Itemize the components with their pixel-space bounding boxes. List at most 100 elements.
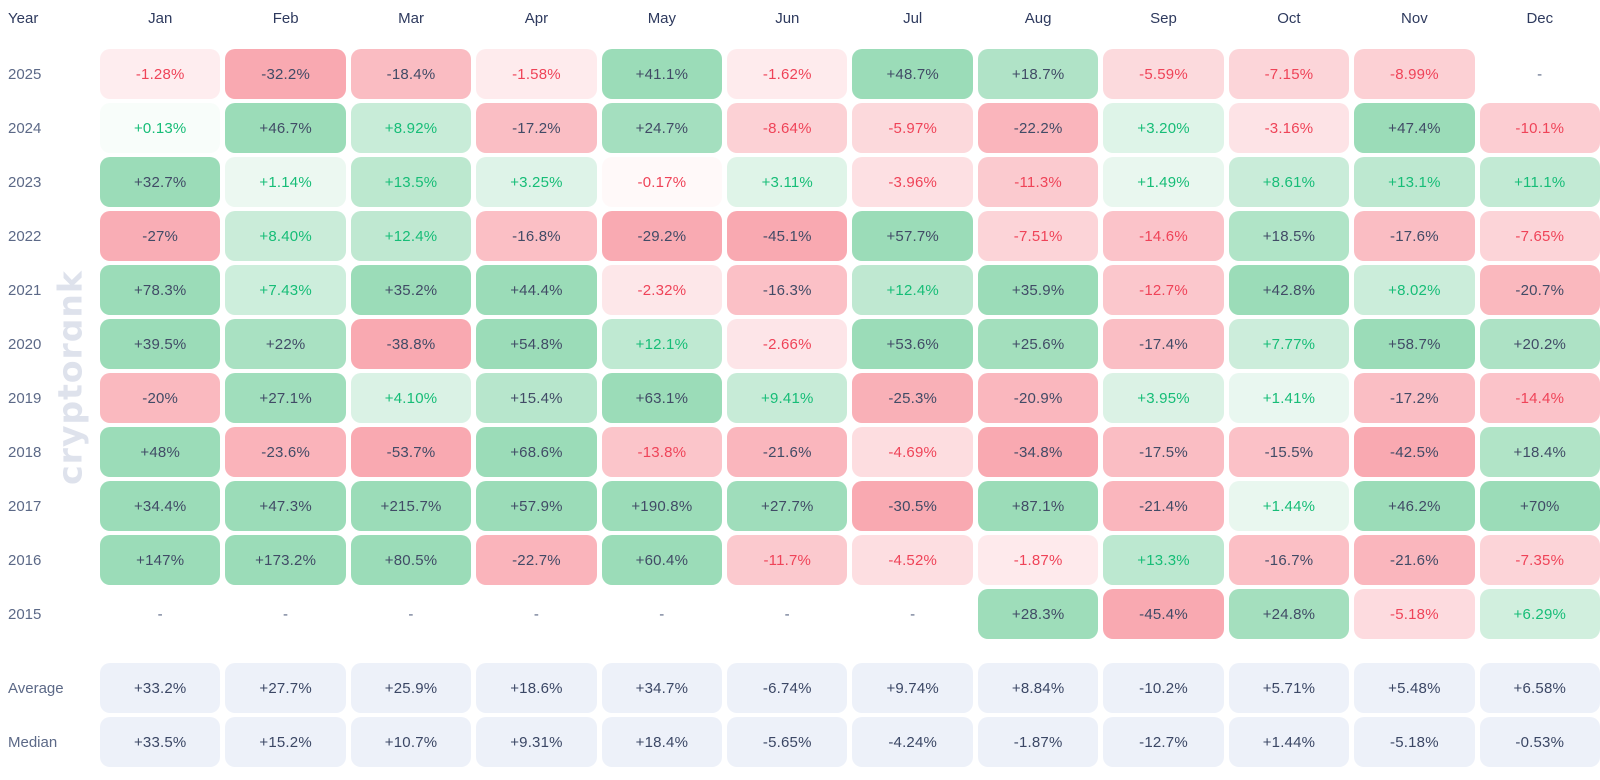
heatmap-cell-2022-may: -29.2%: [601, 211, 723, 261]
heatmap-cell-2023-mar: +13.5%: [350, 157, 472, 207]
heatmap-cell-2016-mar: +80.5%: [350, 535, 472, 585]
heatmap-cell-2018-aug: -34.8%: [977, 427, 1099, 477]
year-label: 2021: [8, 281, 42, 299]
year-row-2017: 2017 +34.4% +47.3% +215.7% +57.9% +190.8% +27.…: [0, 481, 1600, 531]
heatmap-cell-2022-aug: -7.51%: [977, 211, 1099, 261]
heatmap-cell-2015-aug: +28.3%: [977, 589, 1099, 639]
heatmap-cell-2023-nov: +13.1%: [1354, 157, 1475, 207]
heatmap-cell-2024-jun: -8.64%: [727, 103, 848, 153]
summary-cell-average-oct: +5.71%: [1228, 663, 1350, 713]
heatmap-cell-2025-sep: -5.59%: [1103, 49, 1224, 99]
heatmap-cell-2021-jul: +12.4%: [852, 265, 973, 315]
heatmap-cell-2021-sep: -12.7%: [1103, 265, 1224, 315]
summary-cell-median-oct: +1.44%: [1228, 717, 1350, 767]
column-header-nov: Nov: [1401, 9, 1428, 27]
heatmap-cell-2025-may: +41.1%: [601, 49, 723, 99]
heatmap-cell-2020-nov: +58.7%: [1354, 319, 1475, 369]
year-label: 2016: [8, 551, 42, 569]
year-label: 2019: [8, 389, 42, 407]
summary-cell-median-jul: -4.24%: [852, 717, 973, 767]
summary-label: Average: [8, 679, 64, 697]
year-label: 2023: [8, 173, 42, 191]
summary-cell-median-jan: +33.5%: [100, 717, 221, 767]
heatmap-cell-2015-sep: -45.4%: [1103, 589, 1224, 639]
heatmap-cell-2020-may: +12.1%: [601, 319, 723, 369]
year-label: 2017: [8, 497, 42, 515]
heatmap-cell-2022-feb: +8.40%: [225, 211, 346, 261]
column-header-jun: Jun: [775, 9, 800, 27]
heatmap-cell-2018-jul: -4.69%: [852, 427, 973, 477]
heatmap-cell-2017-feb: +47.3%: [225, 481, 346, 531]
heatmap-cell-2025-aug: +18.7%: [977, 49, 1099, 99]
heatmap-cell-2025-oct: -7.15%: [1228, 49, 1350, 99]
summary-cell-average-nov: +5.48%: [1354, 663, 1475, 713]
summary-cell-median-may: +18.4%: [601, 717, 723, 767]
heatmap-cell-2017-mar: +215.7%: [350, 481, 472, 531]
heatmap-cell-2015-jul: -: [910, 605, 916, 623]
column-header-may: May: [647, 9, 677, 27]
year-column-header: Year: [8, 9, 39, 27]
heatmap-cell-2022-nov: -17.6%: [1354, 211, 1475, 261]
heatmap-cell-2021-jun: -16.3%: [727, 265, 848, 315]
summary-cell-median-mar: +10.7%: [350, 717, 472, 767]
heatmap-cell-2021-dec: -20.7%: [1479, 265, 1600, 315]
heatmap-cell-2023-jan: +32.7%: [100, 157, 221, 207]
heatmap-cell-2019-aug: -20.9%: [977, 373, 1099, 423]
summary-cell-average-jul: +9.74%: [852, 663, 973, 713]
heatmap-cell-2015-oct: +24.8%: [1228, 589, 1350, 639]
year-row-2016: 2016 +147% +173.2% +80.5% -22.7% +60.4% -11.7%…: [0, 535, 1600, 585]
summary-cell-average-sep: -10.2%: [1103, 663, 1224, 713]
summary-cell-median-nov: -5.18%: [1354, 717, 1475, 767]
heatmap-cell-2022-dec: -7.65%: [1479, 211, 1600, 261]
heatmap-cell-2024-aug: -22.2%: [977, 103, 1099, 153]
heatmap-cell-2022-oct: +18.5%: [1228, 211, 1350, 261]
column-header-mar: Mar: [398, 9, 424, 27]
heatmap-cell-2017-may: +190.8%: [601, 481, 723, 531]
year-row-2021: 2021 +78.3% +7.43% +35.2% +44.4% -2.32% -16.3%…: [0, 265, 1600, 315]
heatmap-cell-2023-aug: -11.3%: [977, 157, 1099, 207]
heatmap-cell-2024-jul: -5.97%: [852, 103, 973, 153]
heatmap-cell-2021-aug: +35.9%: [977, 265, 1099, 315]
heatmap-cell-2020-dec: +20.2%: [1479, 319, 1600, 369]
year-label: 2025: [8, 65, 42, 83]
heatmap-cell-2024-oct: -3.16%: [1228, 103, 1350, 153]
heatmap-cell-2018-feb: -23.6%: [225, 427, 346, 477]
heatmap-cell-2024-sep: +3.20%: [1103, 103, 1224, 153]
heatmap-cell-2018-nov: -42.5%: [1354, 427, 1475, 477]
heatmap-cell-2016-jul: -4.52%: [852, 535, 973, 585]
heatmap-cell-2015-jun: -: [784, 605, 790, 623]
heatmap-cell-2019-jan: -20%: [100, 373, 221, 423]
heatmap-cell-2025-jun: -1.62%: [727, 49, 848, 99]
year-row-2022: 2022 -27% +8.40% +12.4% -16.8% -29.2% -45.1% +5…: [0, 211, 1600, 261]
heatmap-cell-2025-dec: -: [1537, 65, 1543, 83]
heatmap-cell-2016-jun: -11.7%: [727, 535, 848, 585]
heatmap-cell-2018-oct: -15.5%: [1228, 427, 1350, 477]
heatmap-cell-2016-apr: -22.7%: [476, 535, 597, 585]
heatmap-cell-2015-feb: -: [283, 605, 289, 623]
heatmap-cell-2017-dec: +70%: [1479, 481, 1600, 531]
heatmap-cell-2017-oct: +1.44%: [1228, 481, 1350, 531]
heatmap-cell-2025-nov: -8.99%: [1354, 49, 1475, 99]
heatmap-cell-2020-jul: +53.6%: [852, 319, 973, 369]
heatmap-cell-2025-feb: -32.2%: [225, 49, 346, 99]
heatmap-cell-2015-mar: -: [408, 605, 414, 623]
heatmap-cell-2015-dec: +6.29%: [1479, 589, 1600, 639]
heatmap-cell-2023-jul: -3.96%: [852, 157, 973, 207]
heatmap-cell-2017-jun: +27.7%: [727, 481, 848, 531]
summary-cell-average-apr: +18.6%: [476, 663, 597, 713]
column-header-jan: Jan: [148, 9, 173, 27]
heatmap-cell-2018-may: -13.8%: [601, 427, 723, 477]
heatmap-cell-2020-jan: +39.5%: [100, 319, 221, 369]
heatmap-body: 2025 -1.28% -32.2% -18.4% -1.58% +41.1% -1.62%…: [0, 49, 1600, 639]
heatmap-cell-2016-aug: -1.87%: [977, 535, 1099, 585]
summary-section: Average +33.2% +27.7% +25.9% +18.6% +34.7% -6.…: [0, 663, 1600, 767]
heatmap-cell-2020-jun: -2.66%: [727, 319, 848, 369]
heatmap-cell-2019-apr: +15.4%: [476, 373, 597, 423]
summary-cell-average-aug: +8.84%: [977, 663, 1099, 713]
heatmap-cell-2020-apr: +54.8%: [476, 319, 597, 369]
heatmap-cell-2018-apr: +68.6%: [476, 427, 597, 477]
heatmap-cell-2024-may: +24.7%: [601, 103, 723, 153]
heatmap-cell-2017-apr: +57.9%: [476, 481, 597, 531]
heatmap-cell-2018-dec: +18.4%: [1479, 427, 1600, 477]
heatmap-cell-2022-jun: -45.1%: [727, 211, 848, 261]
